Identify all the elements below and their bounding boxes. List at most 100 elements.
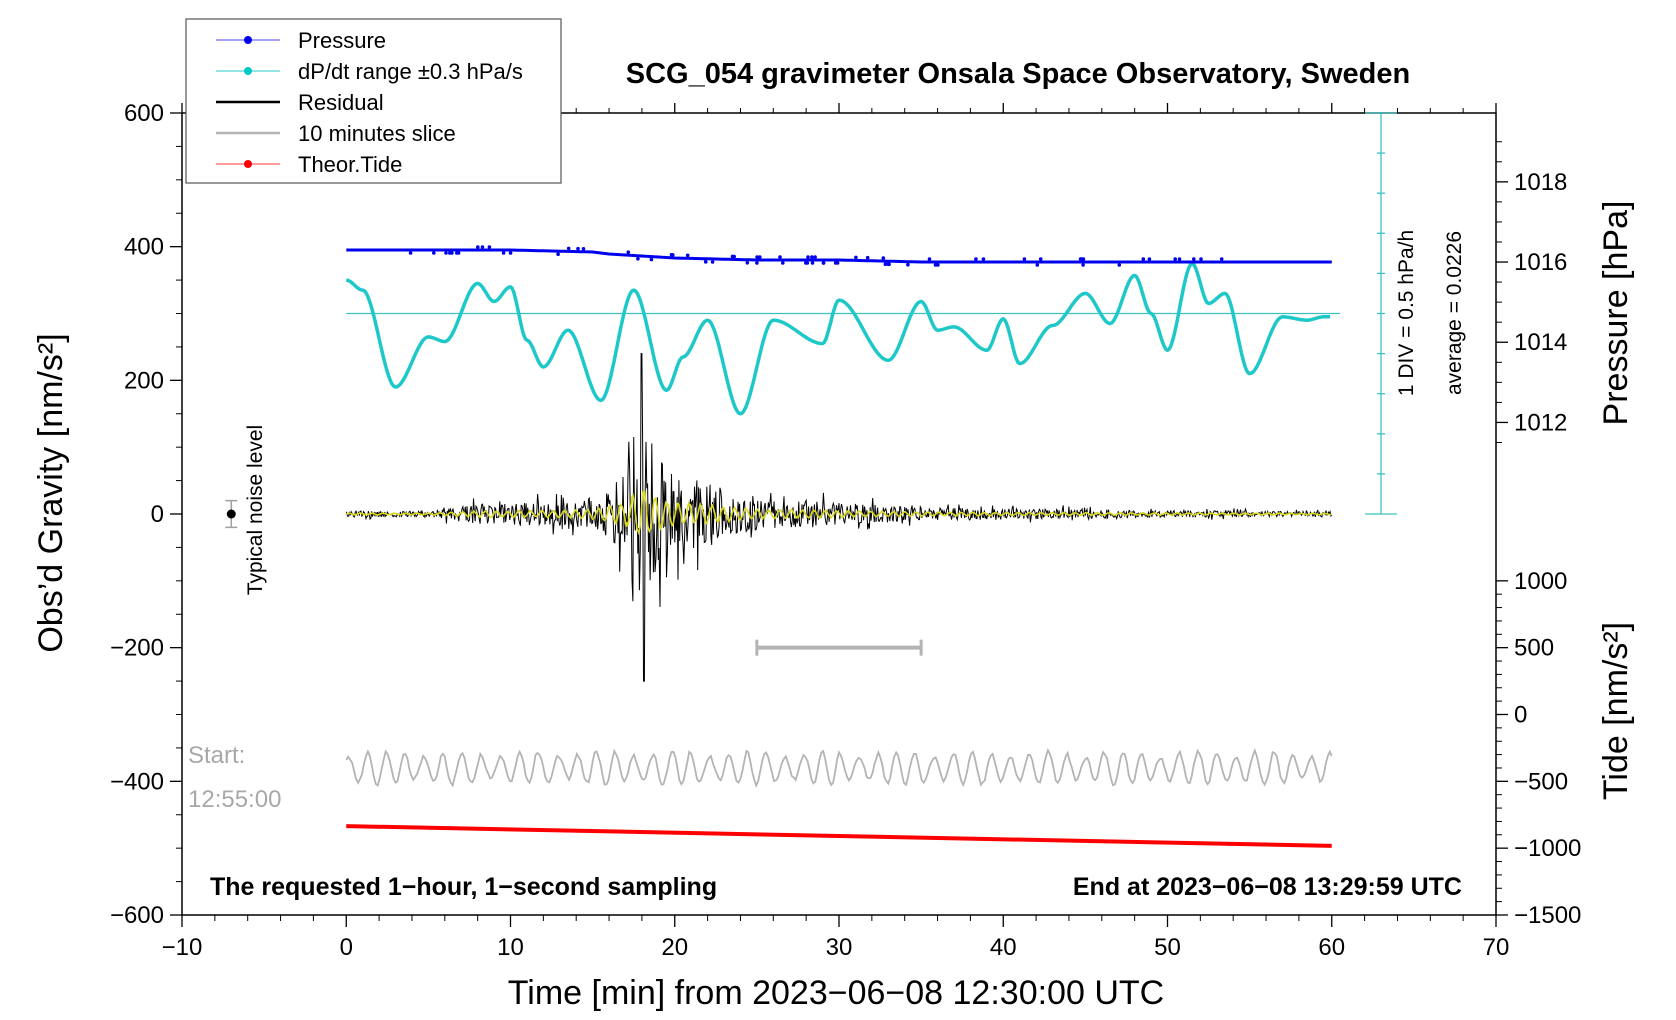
x-tick-label: 30	[826, 934, 853, 961]
x-tick-label: 50	[1154, 934, 1181, 961]
sampling-note: The requested 1−hour, 1−second sampling	[210, 873, 717, 901]
x-tick-label: −10	[162, 934, 203, 961]
pressure-point	[981, 257, 986, 261]
pressure-point	[936, 263, 940, 267]
pressure-point	[1192, 257, 1196, 261]
pressure-point	[1177, 257, 1182, 261]
pressure-point	[1147, 257, 1152, 261]
x-tick-label: 0	[340, 934, 353, 961]
pressure-point	[556, 252, 560, 256]
y-tick-label: 600	[124, 100, 164, 127]
pressure-point	[455, 251, 459, 255]
pressure-point	[974, 257, 978, 261]
y-tick-label: 200	[124, 367, 164, 394]
pressure-point	[649, 257, 654, 262]
legend: Pressure dP/dt range ±0.3 hPa/s Residual 10…	[185, 18, 562, 184]
pressure-point	[487, 245, 492, 249]
pressure-point	[813, 255, 817, 259]
tide-tick-label: 1000	[1514, 568, 1567, 595]
pressure-point	[1081, 257, 1086, 261]
legend-swatch-marker	[244, 36, 252, 44]
start-time: 12:55:00	[188, 786, 281, 813]
pressure-point	[1081, 263, 1085, 267]
pressure-point	[810, 261, 815, 265]
pressure-point	[806, 255, 810, 259]
pressure-point	[1117, 263, 1122, 267]
pressure-point	[1219, 257, 1224, 261]
pressure-line	[346, 248, 1332, 264]
pressure-point	[881, 256, 886, 260]
pressure-point	[1022, 257, 1027, 261]
end-time-note: End at 2023−06−08 13:29:59 UTC	[1073, 873, 1462, 901]
pressure-point	[408, 251, 413, 255]
pressure-point	[804, 261, 808, 265]
pressure-point	[444, 251, 448, 255]
pressure-point	[704, 260, 708, 264]
legend-label: 10 minutes slice	[298, 121, 456, 146]
legend-swatch-marker	[244, 160, 252, 168]
pressure-point	[1078, 257, 1083, 261]
y-axis-label-pressure: Pressure [hPa]	[1597, 201, 1635, 426]
tide-tick-label: −500	[1514, 768, 1568, 795]
y-tick-label: 0	[151, 501, 164, 528]
dpdt-scale-label: 1 DIV = 0.5 hPa/h	[1395, 230, 1418, 396]
x-tick-label: 10	[497, 934, 524, 961]
noise-point	[226, 509, 236, 519]
pressure-point	[745, 261, 750, 265]
pressure-point	[480, 245, 485, 249]
legend-swatch-marker	[244, 67, 252, 75]
pressure-tick-label: 1012	[1514, 409, 1567, 436]
pressure-point	[432, 251, 436, 255]
pressure-point	[566, 246, 571, 251]
tide-tick-label: 0	[1514, 702, 1527, 729]
dpdt-line	[345, 261, 1331, 416]
pressure-point	[710, 260, 715, 264]
pressure-point	[781, 261, 785, 265]
pressure-tick-label: 1018	[1514, 169, 1567, 196]
pressure-point	[476, 245, 480, 249]
x-axis-label: Time [min] from 2023−06−08 12:30:00 UTC	[508, 974, 1164, 1012]
pressure-point	[865, 255, 870, 260]
pressure-point	[1035, 263, 1040, 267]
pressure-point	[810, 255, 814, 259]
pressure-point	[755, 255, 759, 259]
pressure-point	[906, 262, 910, 267]
pressure-point	[685, 253, 690, 258]
pressure-tick-label: 1014	[1514, 329, 1567, 356]
pressure-point	[581, 247, 586, 251]
pressure-point	[927, 257, 932, 261]
pressure-point	[883, 262, 888, 267]
pressure-point	[758, 255, 762, 259]
x-tick-label: 40	[990, 934, 1017, 961]
pressure-point	[778, 255, 782, 259]
y-tick-label: −400	[110, 768, 164, 795]
x-tick-label: 60	[1318, 934, 1345, 961]
residual-filtered-line	[345, 490, 1332, 536]
pressure-point	[1199, 257, 1203, 261]
pressure-point	[755, 261, 759, 265]
pressure-tick-label: 1016	[1514, 249, 1567, 276]
pressure-point	[835, 261, 840, 265]
legend-label: dP/dt range ±0.3 hPa/s	[298, 59, 523, 84]
pressure-point	[854, 255, 858, 260]
pressure-point	[626, 250, 631, 254]
pressure-point	[1038, 257, 1043, 261]
pressure-point	[671, 253, 675, 257]
pressure-point	[821, 261, 826, 265]
slice-line	[345, 747, 1333, 788]
axis-ticks: −10 0 10 20 30 40 50 60 70 600 400 200 0 −200 −400 −600…	[110, 100, 1581, 961]
legend-label: Pressure	[298, 28, 386, 53]
tide-tick-label: −1500	[1514, 902, 1581, 929]
dpdt-average-label: average = 0.0226	[1443, 231, 1466, 395]
start-label: Start:	[188, 742, 245, 769]
x-tick-label: 70	[1483, 934, 1510, 961]
pressure-point	[508, 251, 513, 255]
y-axis-label-gravity: Obs’d Gravity [nm/s²]	[32, 333, 70, 652]
pressure-point	[636, 257, 640, 261]
pressure-point	[501, 251, 506, 255]
theor-tide-line	[346, 824, 1332, 848]
data-series	[225, 112, 1398, 848]
pressure-point	[1141, 257, 1146, 261]
legend-label: Theor.Tide	[298, 152, 402, 177]
